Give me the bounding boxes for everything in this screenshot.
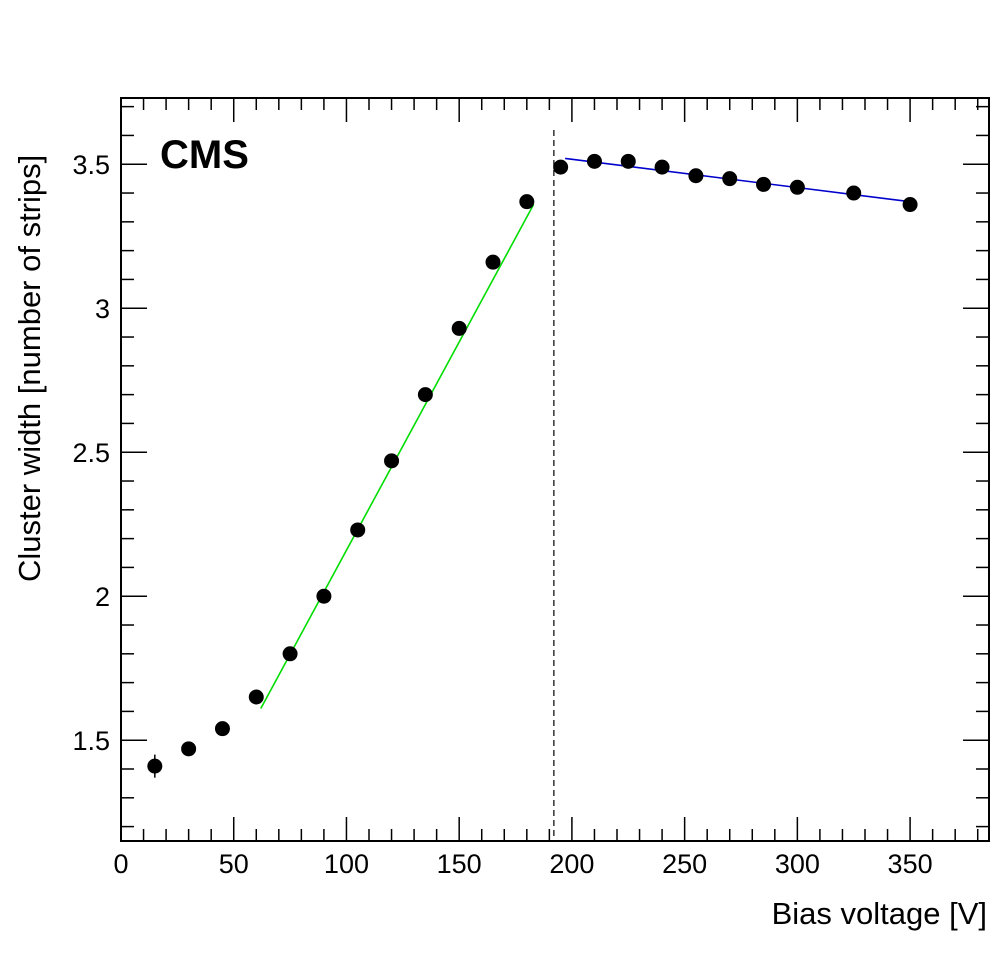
- x-tick-label: 0: [113, 849, 128, 879]
- plot-frame: [120, 97, 990, 842]
- data-point: [248, 689, 264, 705]
- data-point: [384, 453, 400, 469]
- data-points: [147, 153, 918, 778]
- cms-label: CMS: [160, 133, 249, 177]
- axis-tick-labels: 0 50 100 150 200 250 300 350 1.5 2 2.5 3 3.5: [72, 150, 932, 879]
- data-point: [350, 522, 366, 538]
- fit-lines: [260, 157, 911, 709]
- x-tick-label: 200: [549, 849, 594, 879]
- data-point: [846, 185, 862, 201]
- y-tick-label: 1.5: [72, 726, 110, 756]
- data-point: [451, 320, 467, 336]
- data-point: [282, 646, 298, 662]
- data-point: [181, 741, 197, 757]
- data-point: [688, 168, 704, 184]
- x-tick-label: 50: [219, 849, 249, 879]
- data-point: [214, 721, 230, 737]
- y-tick-label: 2.5: [72, 438, 110, 468]
- data-point: [147, 758, 163, 774]
- y-tick-label: 2: [95, 582, 110, 612]
- x-tick-label: 250: [662, 849, 707, 879]
- y-tick-label: 3: [95, 294, 110, 324]
- data-point: [553, 159, 569, 175]
- x-tick-label: 300: [775, 849, 820, 879]
- x-axis-title: Bias voltage [V]: [772, 896, 987, 931]
- axis-ticks: [120, 98, 989, 841]
- data-point: [756, 176, 772, 192]
- x-tick-label: 100: [324, 849, 369, 879]
- data-point: [417, 387, 433, 403]
- x-tick-label: 150: [437, 849, 482, 879]
- data-point: [722, 171, 738, 187]
- data-point: [316, 588, 332, 604]
- x-tick-label: 350: [888, 849, 933, 879]
- data-point: [485, 254, 501, 270]
- y-tick-label: 3.5: [72, 150, 110, 180]
- data-point: [620, 153, 636, 169]
- data-point: [519, 194, 535, 210]
- data-point: [654, 159, 670, 175]
- data-point: [586, 153, 602, 169]
- data-point: [789, 179, 805, 195]
- data-point: [902, 197, 918, 213]
- y-axis-title: Cluster width [number of strips]: [12, 155, 47, 582]
